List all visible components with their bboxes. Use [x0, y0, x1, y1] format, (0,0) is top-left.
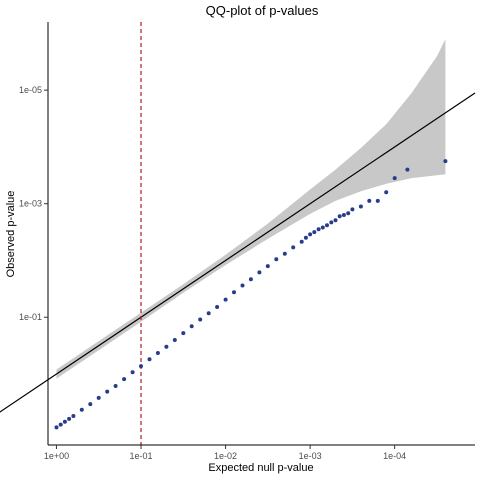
data-point — [333, 218, 338, 223]
data-point — [147, 357, 152, 362]
y-tick-label: 1e-05 — [19, 85, 42, 95]
data-point — [122, 377, 127, 382]
data-point — [198, 317, 203, 322]
chart-title: QQ-plot of p-values — [206, 3, 319, 18]
data-point — [79, 407, 84, 412]
data-point — [443, 159, 448, 164]
data-point — [206, 311, 211, 316]
data-point — [130, 370, 135, 375]
data-point — [265, 264, 270, 269]
data-point — [139, 364, 143, 369]
data-point — [181, 331, 186, 336]
data-point — [341, 213, 346, 217]
data-point — [240, 283, 245, 288]
data-point — [384, 190, 389, 195]
data-point — [232, 290, 236, 295]
data-point — [392, 176, 397, 181]
data-point — [312, 230, 317, 235]
data-point — [257, 270, 262, 275]
data-point — [88, 402, 93, 407]
data-point — [308, 232, 313, 237]
y-axis-title: Observed p-value — [5, 191, 17, 278]
data-point — [350, 207, 355, 212]
points-layer — [54, 159, 448, 430]
y-tick-label: 1e-01 — [19, 312, 42, 322]
data-point — [303, 235, 308, 240]
data-point — [291, 245, 296, 250]
data-point — [274, 257, 279, 262]
data-point — [248, 277, 253, 282]
x-axis-title: Expected null p-value — [208, 462, 313, 474]
data-point — [62, 419, 67, 424]
data-point — [113, 384, 118, 388]
data-point — [375, 198, 380, 203]
data-point — [164, 344, 169, 349]
y-tick-label: 1e-03 — [19, 199, 42, 209]
x-tick-label: 1e-01 — [129, 451, 152, 461]
data-point — [54, 425, 59, 430]
x-tick-label: 1e-04 — [383, 451, 406, 461]
y-ticks: 1e-01 1e-03 1e-05 — [19, 85, 48, 322]
data-point — [320, 225, 325, 230]
data-point — [367, 198, 372, 203]
data-point — [71, 414, 76, 418]
data-point — [329, 220, 334, 225]
data-point — [346, 211, 351, 216]
x-ticks: 1e+00 1e-01 1e-02 1e-03 1e-04 — [44, 445, 406, 461]
data-point — [58, 422, 63, 427]
data-point — [282, 251, 287, 256]
data-point — [189, 324, 194, 329]
identity-line — [0, 92, 476, 413]
data-point — [316, 227, 321, 232]
x-tick-label: 1e-02 — [214, 451, 237, 461]
confidence-band — [56, 39, 446, 379]
data-point — [299, 239, 304, 244]
data-point — [155, 351, 160, 355]
data-point — [96, 395, 101, 400]
data-point — [337, 214, 342, 219]
data-point — [105, 389, 110, 394]
confidence-band-layer — [56, 39, 446, 379]
x-tick-label: 1e-03 — [299, 451, 322, 461]
data-point — [215, 305, 220, 309]
data-point — [223, 297, 228, 302]
data-point — [405, 167, 410, 172]
data-point — [358, 204, 363, 209]
reference-line-layer — [0, 92, 476, 413]
data-point — [325, 223, 329, 228]
data-point — [67, 416, 72, 421]
data-point — [172, 338, 177, 342]
x-tick-label: 1e+00 — [44, 451, 69, 461]
